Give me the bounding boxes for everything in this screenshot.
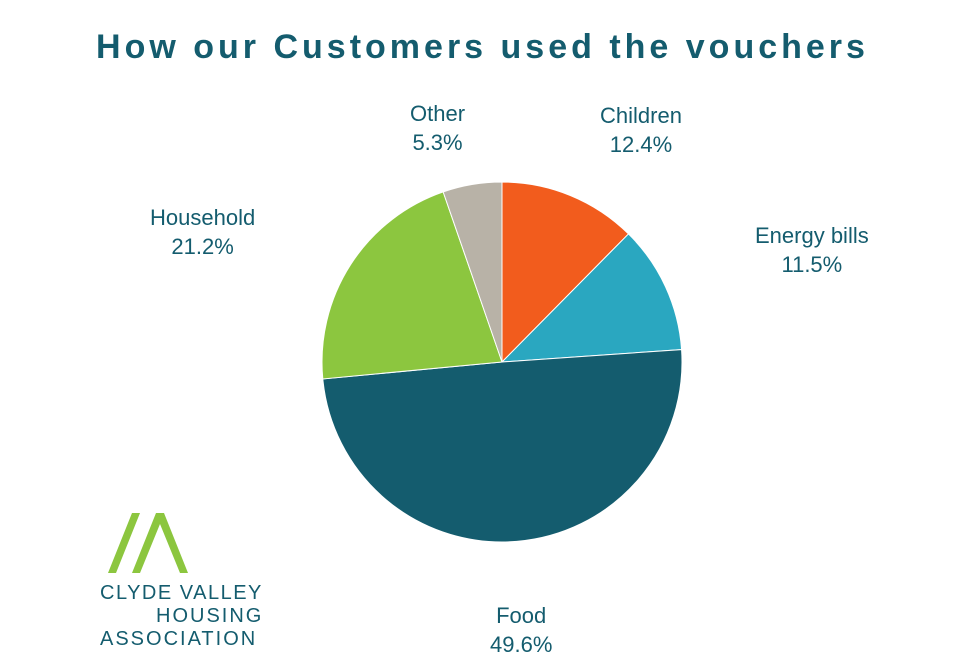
pie-slice — [323, 350, 682, 542]
slice-label: Food49.6% — [490, 602, 552, 659]
logo-line3: ASSOCIATION — [100, 628, 310, 651]
slice-percent: 12.4% — [600, 131, 682, 160]
logo-mark-icon — [100, 508, 200, 578]
slice-label: Household21.2% — [150, 204, 255, 261]
slice-label: Children12.4% — [600, 102, 682, 159]
slice-label: Other5.3% — [410, 100, 465, 157]
slice-name: Food — [490, 602, 552, 631]
logo-line2: HOUSING — [100, 605, 310, 628]
logo-text: CLYDE VALLEY HOUSING ASSOCIATION — [100, 582, 310, 651]
slice-name: Household — [150, 204, 255, 233]
logo-line1: CLYDE VALLEY — [100, 582, 310, 605]
pie-svg — [322, 182, 682, 542]
slice-percent: 5.3% — [410, 129, 465, 158]
slice-percent: 21.2% — [150, 233, 255, 262]
slice-percent: 49.6% — [490, 631, 552, 660]
slice-label: Energy bills11.5% — [755, 222, 869, 279]
slice-percent: 11.5% — [755, 251, 869, 280]
brand-logo: CLYDE VALLEY HOUSING ASSOCIATION — [100, 508, 310, 651]
slice-name: Children — [600, 102, 682, 131]
chart-title: How our Customers used the vouchers — [0, 28, 965, 67]
slice-name: Energy bills — [755, 222, 869, 251]
slice-name: Other — [410, 100, 465, 129]
